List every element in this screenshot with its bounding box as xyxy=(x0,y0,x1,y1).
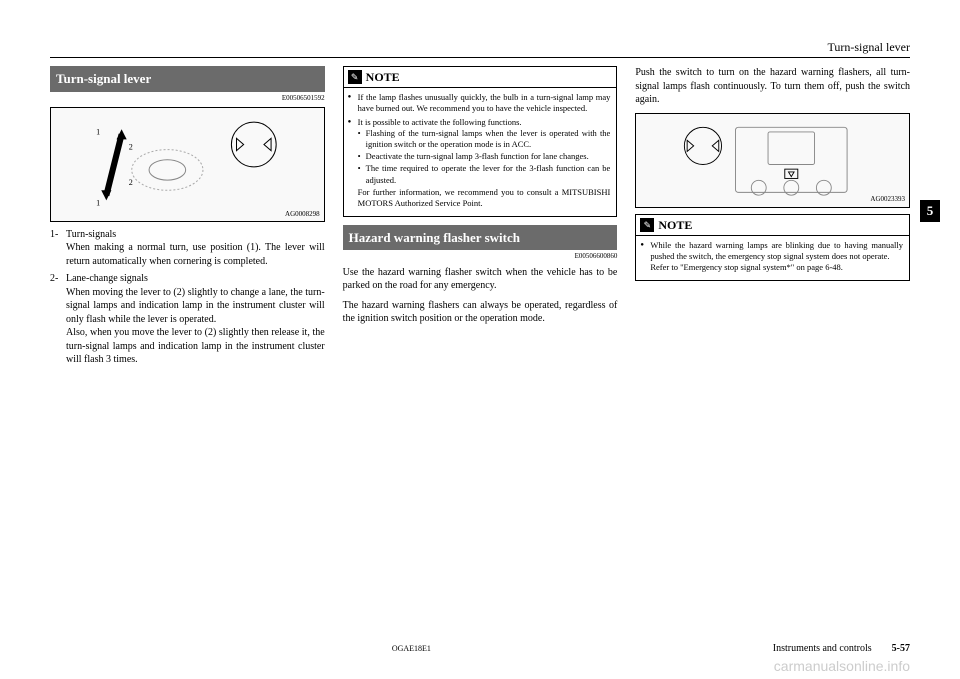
list-text-1: When making a normal turn, use position … xyxy=(66,242,325,267)
page-header: Turn-signal lever xyxy=(50,40,910,58)
columns-container: Turn-signal lever E00506501592 1 1 2 2 xyxy=(50,66,910,371)
list-item-2: 2- Lane-change signals When moving the l… xyxy=(50,272,325,367)
svg-text:2: 2 xyxy=(128,178,132,187)
figure-hazard-switch: AG0023393 xyxy=(635,113,910,208)
note-bullet-2-text: It is possible to activate the following… xyxy=(358,117,522,127)
figure-caption-2: AG0023393 xyxy=(870,195,905,204)
section-title-turn-signal: Turn-signal lever xyxy=(50,66,325,92)
list-body-1: Turn-signals When making a normal turn, … xyxy=(66,228,325,269)
note-box-2: ✎ NOTE While the hazard warning lamps ar… xyxy=(635,214,910,281)
note-bullet-2: It is possible to activate the following… xyxy=(348,117,611,208)
list-body-2: Lane-change signals When moving the leve… xyxy=(66,272,325,367)
chapter-tab: 5 xyxy=(920,200,940,222)
note-icon: ✎ xyxy=(348,70,362,84)
footer-page: 5-57 xyxy=(892,643,910,654)
list-num-1: 1- xyxy=(50,228,66,269)
svg-text:1: 1 xyxy=(96,198,100,207)
doc-id-1: E00506501592 xyxy=(50,94,325,103)
note-label-2: NOTE xyxy=(658,217,692,233)
note-header-2: ✎ NOTE xyxy=(636,215,909,236)
note-footer-text: For further information, we recommend yo… xyxy=(358,187,611,208)
page-footer: OGAE18E1 Instruments and controls 5-57 xyxy=(50,643,910,654)
note-icon-2: ✎ xyxy=(640,218,654,232)
figure-turn-signal-lever: 1 1 2 2 AG0008298 xyxy=(50,107,325,222)
list-title-2: Lane-change signals xyxy=(66,272,325,286)
note-content-1: If the lamp flashes unusually quickly, t… xyxy=(344,88,617,215)
page-content: Turn-signal lever Turn-signal lever E005… xyxy=(0,0,960,401)
figure-caption-1: AG0008298 xyxy=(285,210,320,219)
note-sub-1: Flashing of the turn-signal lamps when t… xyxy=(358,128,611,150)
list-text-2a: When moving the lever to (2) slightly to… xyxy=(66,287,325,325)
note-sub-2: Deactivate the turn-signal lamp 3-flash … xyxy=(358,151,611,162)
note-box-1: ✎ NOTE If the lamp flashes unusually qui… xyxy=(343,66,618,217)
col3-body-1: Push the switch to turn on the hazard wa… xyxy=(635,66,910,107)
hazard-body-2: The hazard warning flashers can always b… xyxy=(343,299,618,326)
column-1: Turn-signal lever E00506501592 1 1 2 2 xyxy=(50,66,325,371)
column-2: ✎ NOTE If the lamp flashes unusually qui… xyxy=(343,66,618,371)
svg-text:1: 1 xyxy=(96,127,100,136)
watermark: carmanualsonline.info xyxy=(774,658,910,674)
note2-ref-text: Refer to "Emergency stop signal system*"… xyxy=(650,262,843,272)
list-text-2b: Also, when you move the lever to (2) sli… xyxy=(66,327,325,365)
footer-right: Instruments and controls 5-57 xyxy=(773,643,910,654)
note-sub-3: The time required to operate the lever f… xyxy=(358,163,611,185)
dashboard-diagram xyxy=(650,118,895,202)
list-title-1: Turn-signals xyxy=(66,228,325,242)
section-title-hazard: Hazard warning flasher switch xyxy=(343,225,618,251)
footer-center: OGAE18E1 xyxy=(392,644,431,653)
note-header-1: ✎ NOTE xyxy=(344,67,617,88)
doc-id-2: E00506600860 xyxy=(343,252,618,261)
note2-bullet: While the hazard warning lamps are blink… xyxy=(640,240,903,273)
note-bullet-1: If the lamp flashes unusually quickly, t… xyxy=(348,92,611,114)
header-title: Turn-signal lever xyxy=(827,40,910,54)
list-item-1: 1- Turn-signals When making a normal tur… xyxy=(50,228,325,269)
lever-diagram: 1 1 2 2 xyxy=(65,114,310,216)
note-label-1: NOTE xyxy=(366,69,400,85)
svg-text:2: 2 xyxy=(128,142,132,151)
hazard-body-1: Use the hazard warning flasher switch wh… xyxy=(343,266,618,293)
note-content-2: While the hazard warning lamps are blink… xyxy=(636,236,909,280)
list-num-2: 2- xyxy=(50,272,66,367)
footer-chapter: Instruments and controls xyxy=(773,643,872,654)
note2-bullet-text: While the hazard warning lamps are blink… xyxy=(650,240,903,261)
column-3: Push the switch to turn on the hazard wa… xyxy=(635,66,910,371)
